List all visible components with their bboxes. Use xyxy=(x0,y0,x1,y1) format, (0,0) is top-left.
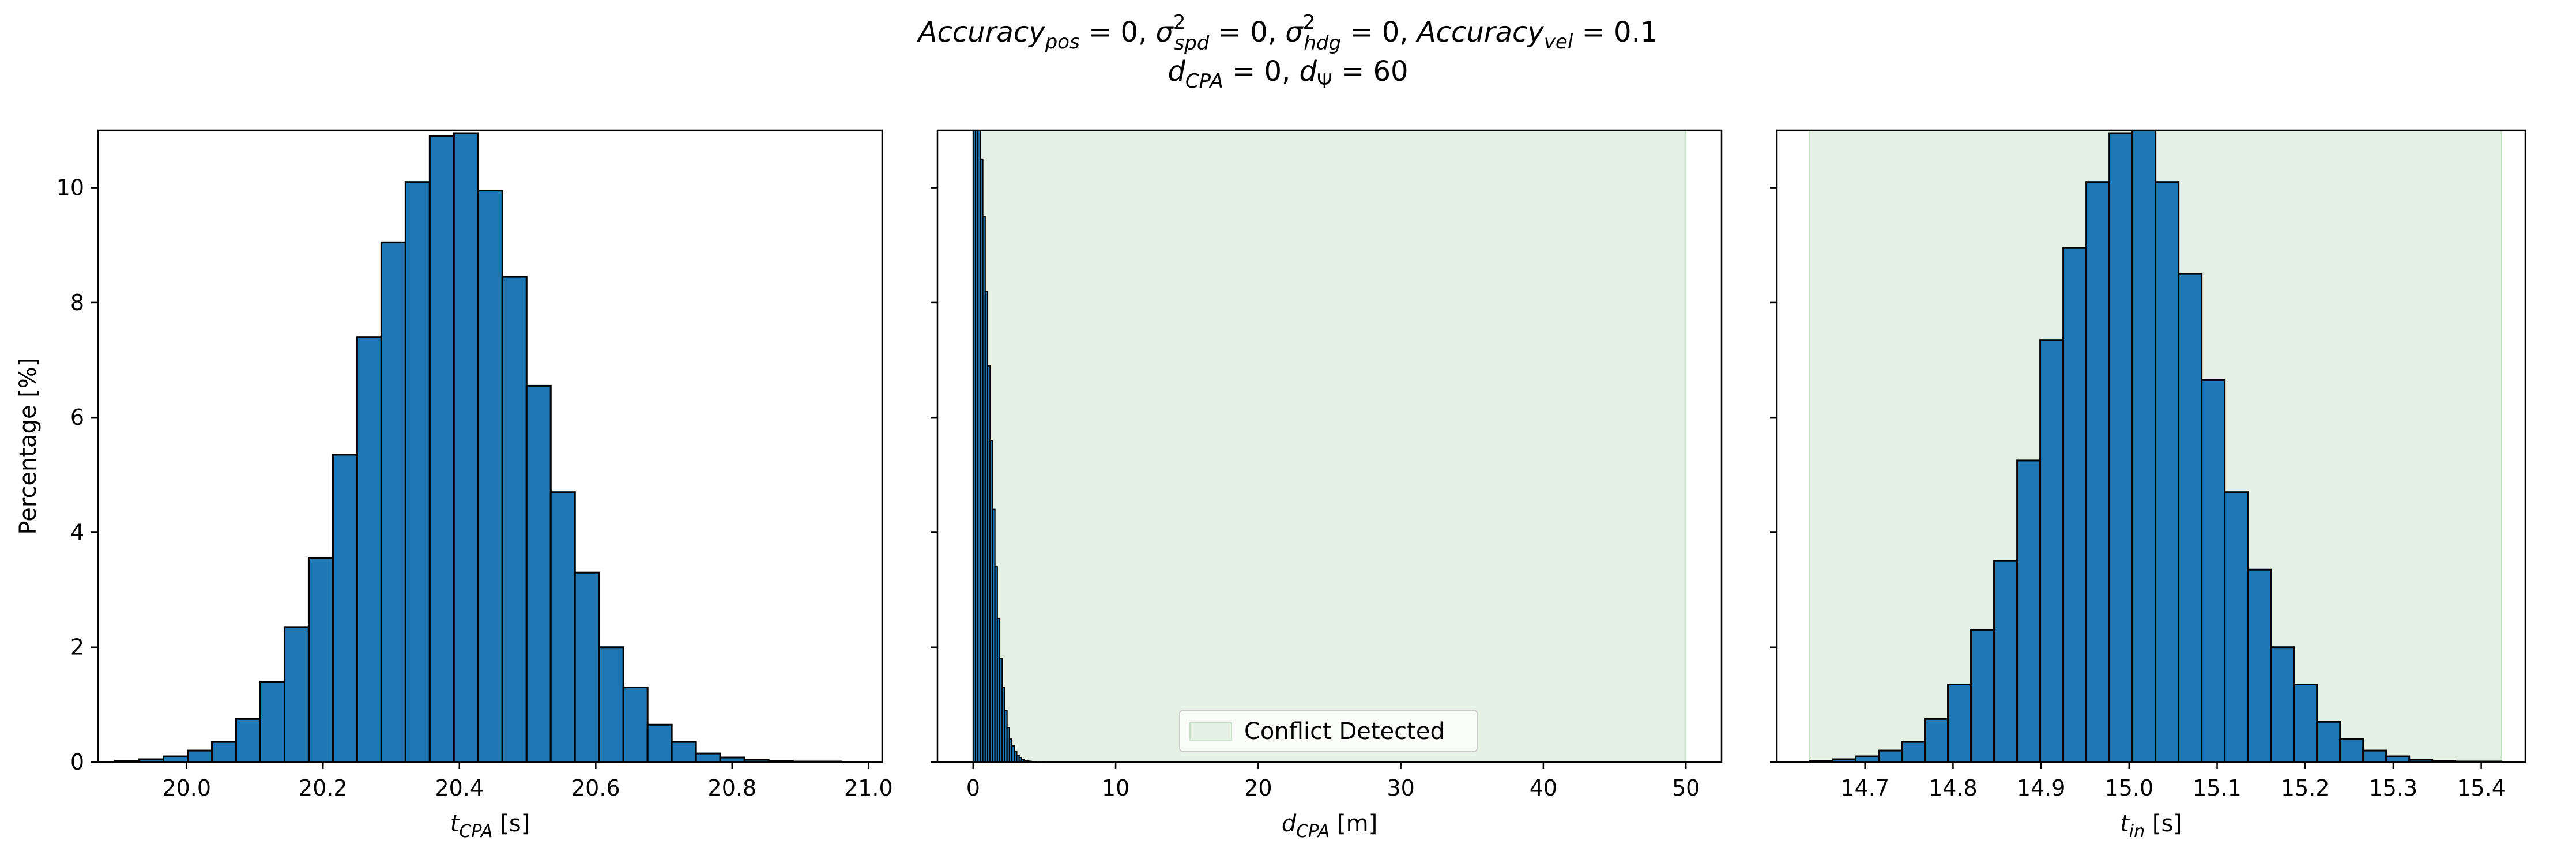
x-tick-label: 15.1 xyxy=(2193,775,2242,801)
legend: Conflict Detected xyxy=(1179,710,1478,752)
histogram-bar xyxy=(2385,755,2411,762)
histogram-bar xyxy=(1924,718,1949,762)
y-tick-label: 2 xyxy=(70,635,84,660)
x-tick-label: 15.4 xyxy=(2457,775,2506,801)
histogram-bar xyxy=(259,681,285,762)
histogram-bar xyxy=(525,384,552,762)
x-tick-label: 20.0 xyxy=(162,775,211,801)
histogram-bar xyxy=(2016,459,2042,762)
histogram-bar xyxy=(2362,749,2387,762)
histogram-bar xyxy=(283,626,310,762)
histogram-bar xyxy=(477,190,503,762)
x-tick-label: 21.0 xyxy=(844,775,893,801)
x-tick-label: 30 xyxy=(1387,775,1414,801)
panel-tin-histogram: 14.7 14.8 14.9 15.0 15.1 15.2 15.3 15.4 tin [s] xyxy=(1770,129,2526,842)
histogram-bar xyxy=(1947,683,1972,762)
y-axis-label: Percentage [%] xyxy=(15,358,42,535)
x-tick-label: 50 xyxy=(1672,775,1700,801)
x-tick-label: 10 xyxy=(1102,775,1129,801)
x-tick-label: 20.2 xyxy=(299,775,348,801)
histogram-bar xyxy=(428,135,455,762)
histogram-bar xyxy=(1878,749,1903,762)
histogram-bar xyxy=(2293,683,2318,762)
histogram-bar xyxy=(501,276,528,762)
histogram-bar xyxy=(1970,629,1995,762)
histogram-bar xyxy=(307,557,334,762)
histogram-bar xyxy=(187,749,213,762)
x-tick-label: 14.7 xyxy=(1840,775,1889,801)
axes-frame xyxy=(1776,129,2526,763)
histogram-bar xyxy=(671,741,697,762)
histogram-bar xyxy=(163,755,189,762)
x-tick-label: 40 xyxy=(1530,775,1557,801)
x-axis-label: dCPA [m] xyxy=(1282,810,1377,842)
legend-box xyxy=(1179,710,1478,752)
x-tick-label: 20.4 xyxy=(435,775,484,801)
histogram-bar xyxy=(2085,181,2111,762)
histogram-bar xyxy=(695,752,721,762)
histogram-bar xyxy=(2270,646,2295,762)
histogram-bar xyxy=(2178,273,2203,762)
legend-label: Conflict Detected xyxy=(1244,718,1445,745)
figure-title-line2: dCPA = 0, dΨ = 60 xyxy=(1168,55,1408,93)
histogram-bar xyxy=(2247,568,2272,762)
y-tick-label: 0 xyxy=(70,749,84,775)
plot-area xyxy=(972,130,1687,762)
y-tick-label: 8 xyxy=(70,290,84,315)
axes-frame xyxy=(936,129,1723,763)
histogram-bar xyxy=(404,181,431,762)
x-tick-label: 15.3 xyxy=(2369,775,2418,801)
histogram-bar xyxy=(332,454,358,762)
histogram-bar xyxy=(1993,560,2018,762)
histogram-bar xyxy=(598,646,624,762)
x-tick-label: 15.2 xyxy=(2281,775,2330,801)
axes-frame xyxy=(97,129,883,763)
conflict-detected-region xyxy=(972,130,1687,762)
x-tick-label: 14.9 xyxy=(2017,775,2066,801)
histogram-bar xyxy=(2131,130,2157,762)
figure-title-line1: Accuracypos = 0, σ2 spd = 0, σ2 hdg = 0, A… xyxy=(917,11,1658,55)
histogram-bar xyxy=(2339,738,2364,762)
histogram-bar xyxy=(2062,247,2088,762)
panel-dcpa-histogram: 0 10 20 30 40 50 dCPA [m] Conflict Detected xyxy=(931,129,1723,842)
histogram-bar xyxy=(210,741,237,762)
panel-tcpa-histogram: 20.0 20.2 20.4 20.6 20.8 21.0 0 2 4 6 8 10 tCPA [s] P… xyxy=(15,129,893,842)
histogram-bar xyxy=(574,571,600,762)
histogram-bar xyxy=(380,241,406,762)
y-tick-label: 10 xyxy=(57,175,84,201)
x-tick-label: 20 xyxy=(1244,775,1272,801)
histogram-bar xyxy=(356,336,382,762)
x-tick-label: 14.8 xyxy=(1929,775,1978,801)
histogram-bar xyxy=(646,723,673,762)
x-axis-label: tin [s] xyxy=(2120,810,2182,842)
histogram-bar xyxy=(2155,181,2180,762)
histogram-bar xyxy=(549,491,576,762)
x-tick-label: 20.8 xyxy=(708,775,757,801)
histogram-bar xyxy=(1855,755,1880,762)
y-tick-label: 6 xyxy=(70,405,84,430)
histogram-bar xyxy=(2201,379,2226,762)
histogram-bar xyxy=(2316,721,2341,762)
histogram-bar xyxy=(235,718,261,762)
plot-area xyxy=(1809,130,2503,762)
histogram-bar xyxy=(622,686,649,762)
x-tick-label: 0 xyxy=(966,775,980,801)
histogram-bar xyxy=(2039,339,2065,762)
histogram-bar xyxy=(2108,132,2134,762)
legend-swatch xyxy=(1189,722,1232,741)
x-tick-label: 20.6 xyxy=(571,775,620,801)
histogram-bar xyxy=(1901,741,1926,762)
histogram-bar xyxy=(2224,491,2249,762)
plot-area xyxy=(114,132,842,762)
x-axis-label: tCPA [s] xyxy=(450,810,530,842)
histogram-bar xyxy=(453,132,479,762)
y-tick-label: 4 xyxy=(70,519,84,545)
x-tick-label: 15.0 xyxy=(2105,775,2154,801)
